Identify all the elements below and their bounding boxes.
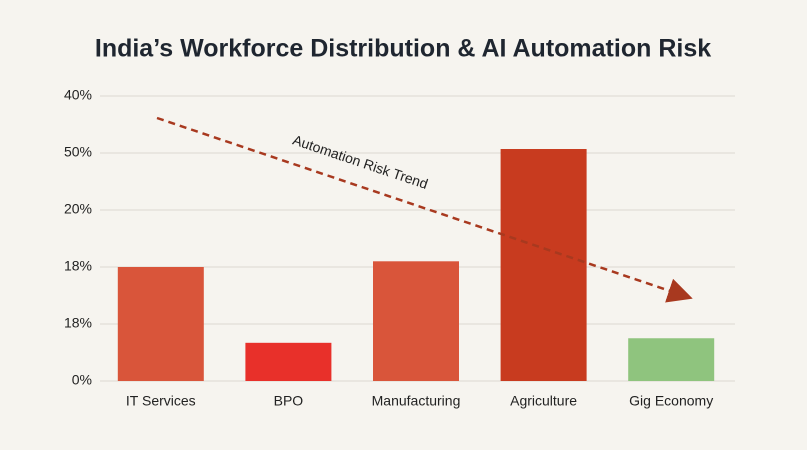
bar [628,338,715,381]
bar [500,149,587,381]
y-tick-label: 0% [72,372,92,388]
chart-title: India’s Workforce Distribution & AI Auto… [95,35,711,63]
x-tick-label: BPO [274,393,304,409]
y-tick-label: 40% [64,87,92,103]
bar [117,267,204,381]
x-tick-label: Manufacturing [372,393,461,409]
y-tick-label: 18% [64,315,92,331]
bar [373,261,459,381]
x-tick-label: Agriculture [510,393,577,409]
bar [245,342,332,381]
y-tick-label: 18% [64,258,92,274]
x-tick-label: IT Services [126,393,196,409]
y-tick-label: 50% [64,144,92,160]
y-tick-label: 20% [64,201,92,217]
x-tick-label: Gig Economy [629,393,713,409]
trend-arrow [156,116,693,303]
